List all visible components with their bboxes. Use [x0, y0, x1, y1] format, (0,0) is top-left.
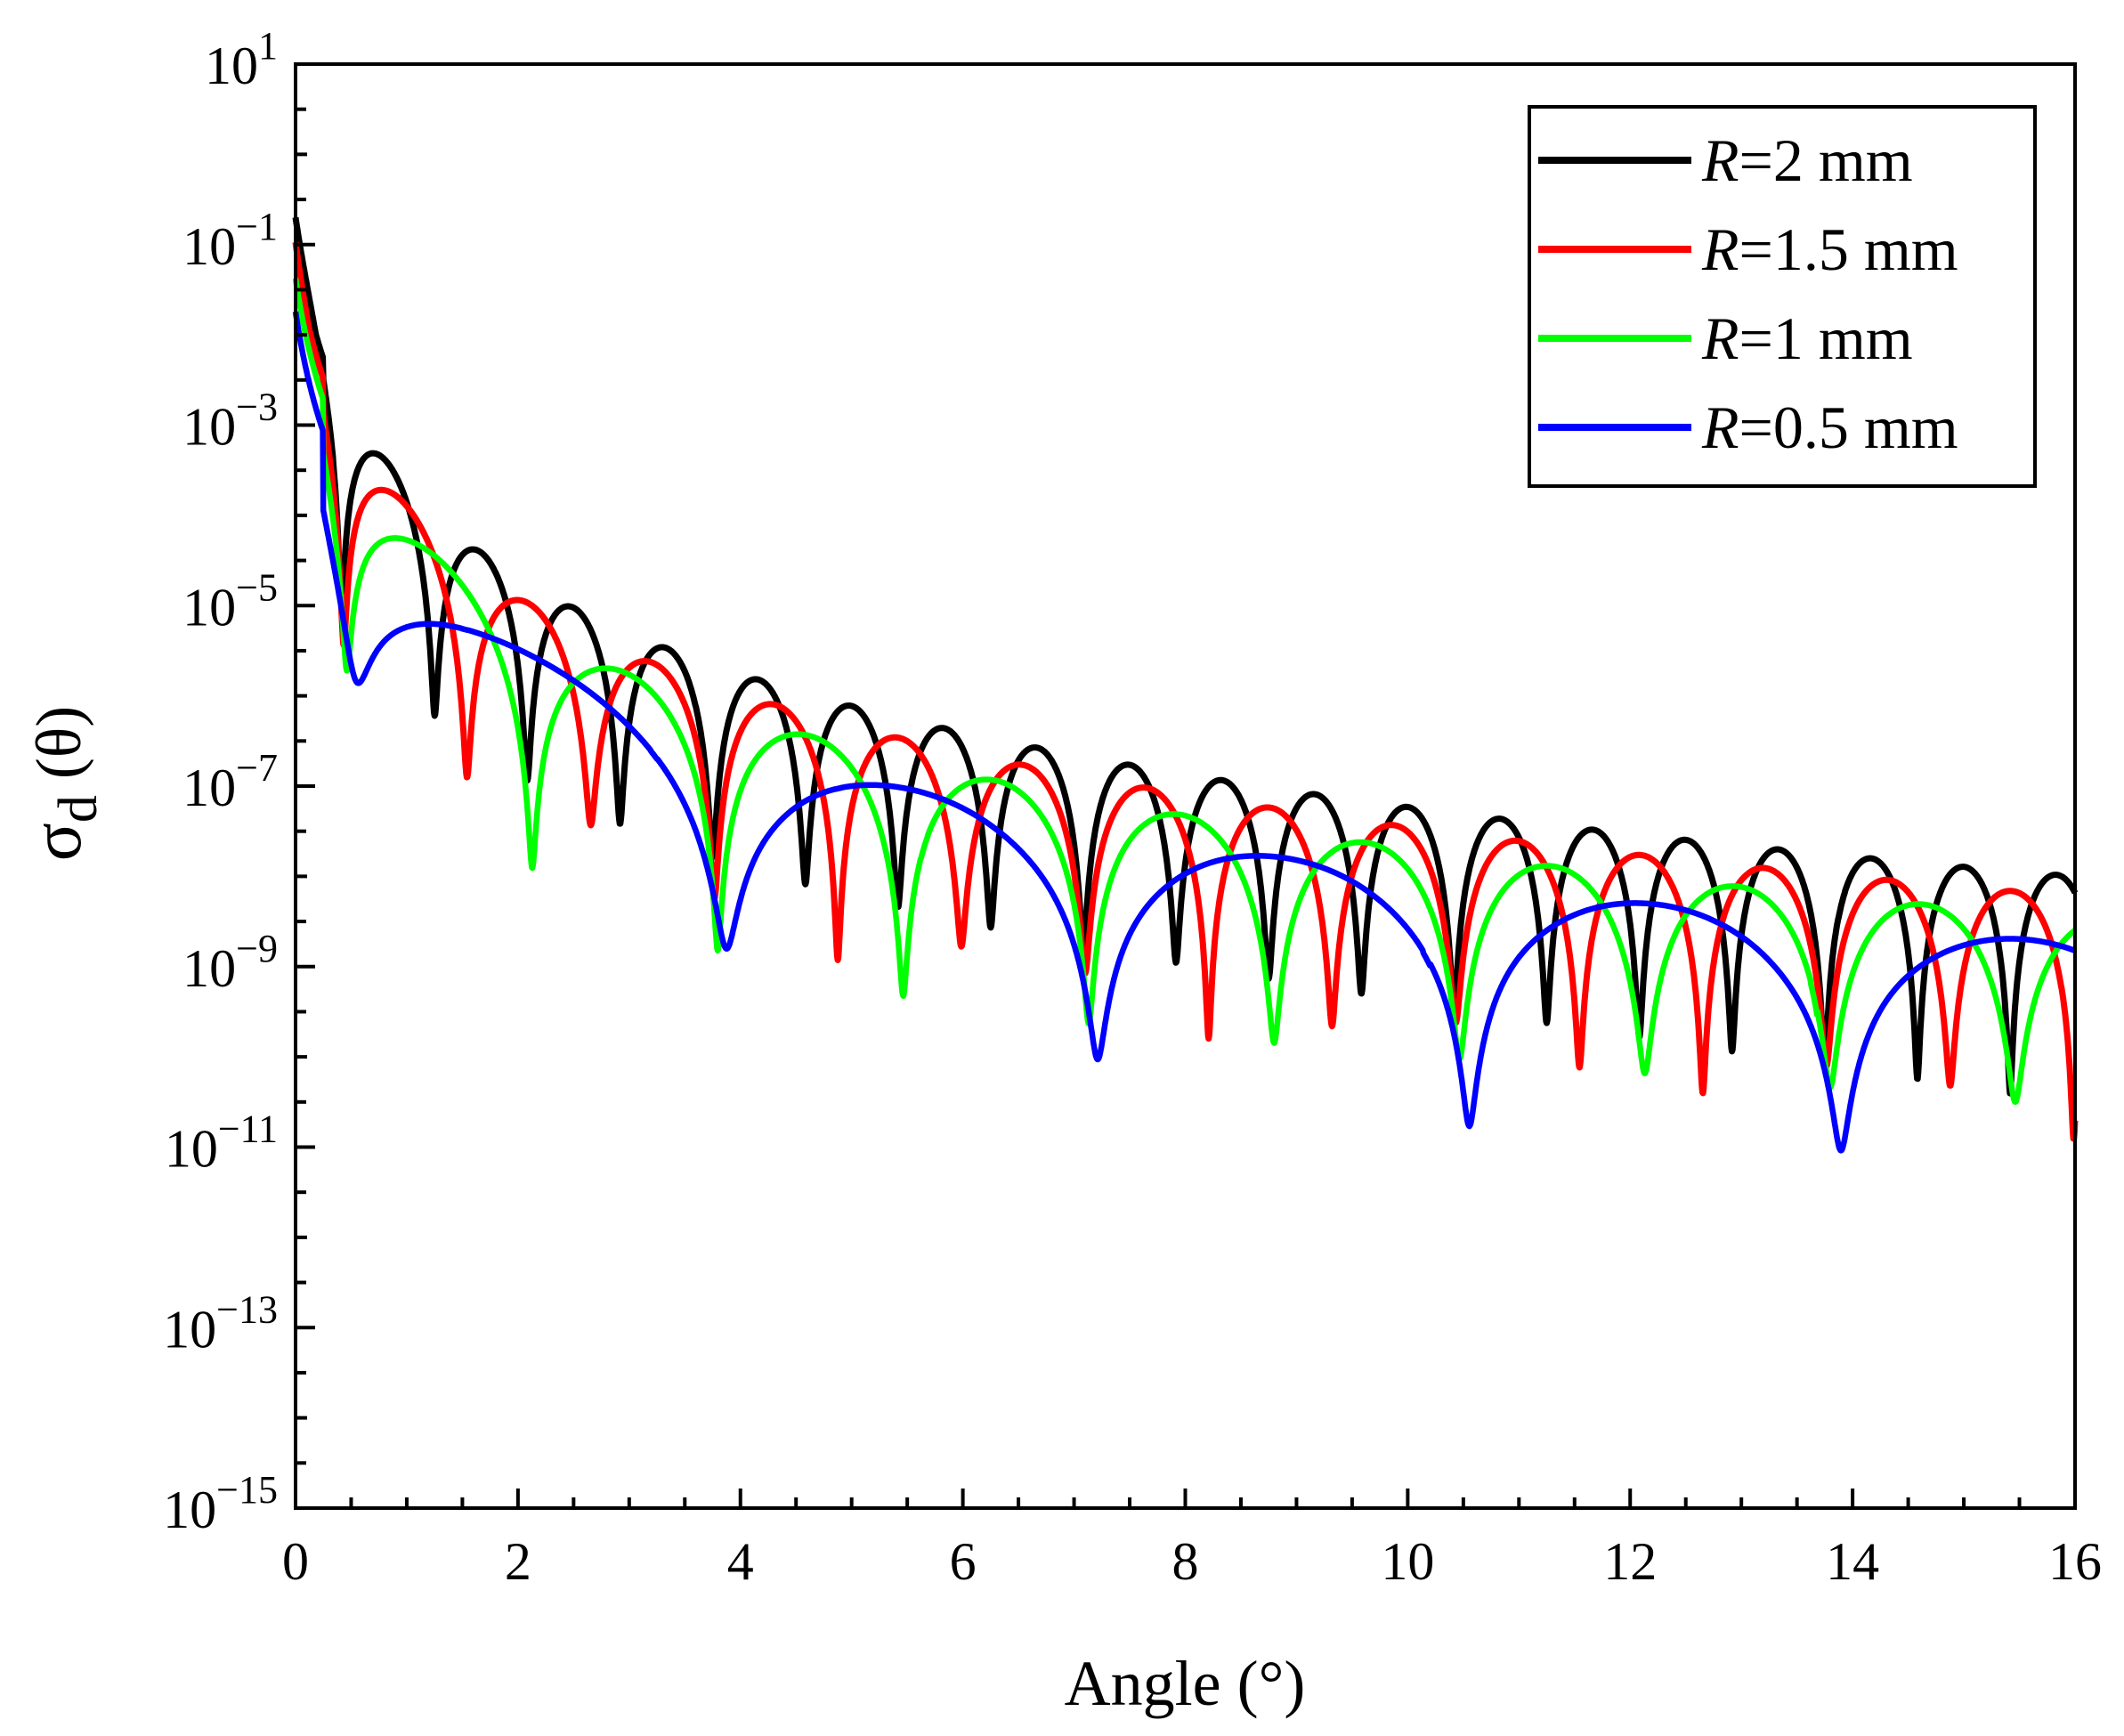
series-line-r-1-mm: [292, 278, 2078, 1106]
y-tick-label: 10−11: [165, 1107, 278, 1179]
ticks-layer: [294, 62, 2077, 1510]
y-tick-exponent: 1: [258, 24, 278, 68]
legend-label: R=0.5 mm: [1701, 393, 1958, 461]
y-axis-title: σd (θ): [18, 706, 109, 862]
legend-label-value: =1 mm: [1739, 304, 1913, 372]
y-axis-title-symbol: σ: [18, 823, 96, 861]
y-tick-exponent: −13: [216, 1287, 278, 1331]
y-tick-base: 10: [182, 398, 236, 457]
legend: R=2 mmR=1.5 mmR=1 mmR=0.5 mm: [1528, 105, 2037, 488]
x-tick-label: 2: [505, 1532, 531, 1591]
x-tick-label: 12: [1603, 1532, 1657, 1591]
y-tick-base: 10: [163, 1480, 216, 1539]
x-axis-title: Angle (°): [1065, 1648, 1306, 1719]
tick-labels-layer: 0 2 4 6 8 10 12 14 1610110−110−310−510−710−910−1…: [163, 24, 2102, 1591]
legend-label-value: =2 mm: [1739, 126, 1913, 194]
x-tick-label: 8: [1172, 1532, 1199, 1591]
legend-box: [1528, 105, 2037, 488]
y-axis-title-subscript: d: [48, 795, 109, 823]
y-tick-exponent: −7: [236, 746, 278, 790]
y-tick-label: 10−7: [182, 746, 278, 817]
legend-label: R=1 mm: [1701, 304, 1913, 372]
legend-label: R=1.5 mm: [1701, 215, 1958, 283]
y-axis-title-arg: (θ): [23, 706, 94, 779]
plot-frame: [294, 62, 2077, 1510]
y-tick-base: 10: [182, 939, 236, 998]
legend-label-variable: R: [1701, 215, 1739, 283]
legend-label: R=2 mm: [1701, 126, 1913, 194]
y-tick-label: 10−1: [182, 205, 278, 276]
y-tick-label: 10−9: [182, 927, 278, 998]
y-tick-label: 10−5: [182, 565, 278, 637]
legend-label-variable: R: [1701, 304, 1739, 372]
legend-label-variable: R: [1701, 393, 1739, 461]
y-tick-exponent: −9: [236, 927, 278, 970]
y-tick-exponent: −1: [236, 205, 278, 248]
series-line-r-1p5-mm: [292, 241, 2079, 1142]
y-tick-label: 10−13: [163, 1287, 278, 1359]
series-layer: [292, 216, 2079, 1154]
y-tick-base: 10: [163, 1300, 216, 1359]
y-tick-label: 10−3: [182, 385, 278, 457]
y-tick-exponent: −11: [218, 1107, 278, 1151]
y-tick-label: 10−15: [163, 1468, 278, 1539]
legend-entries: R=2 mmR=1.5 mmR=1 mmR=0.5 mm: [1538, 126, 1958, 461]
series-line-r-0p5-mm: [292, 311, 2078, 1154]
legend-label-variable: R: [1701, 126, 1739, 194]
y-tick-base: 10: [165, 1120, 218, 1179]
y-tick-base: 10: [205, 37, 258, 95]
y-tick-base: 10: [182, 217, 236, 276]
x-tick-label: 10: [1381, 1532, 1434, 1591]
x-tick-label: 6: [950, 1532, 977, 1591]
y-tick-exponent: −3: [236, 385, 278, 429]
x-tick-label: 4: [727, 1532, 754, 1591]
y-tick-label: 101: [205, 24, 278, 95]
y-tick-base: 10: [182, 758, 236, 817]
series-line-r-2-mm: [292, 216, 2079, 1097]
x-tick-label: 16: [2048, 1532, 2102, 1591]
x-tick-label: 0: [282, 1532, 309, 1591]
legend-label-value: =1.5 mm: [1739, 215, 1958, 283]
y-tick-exponent: −5: [236, 565, 278, 609]
y-tick-exponent: −15: [216, 1468, 278, 1512]
y-tick-base: 10: [182, 578, 236, 637]
legend-label-value: =0.5 mm: [1739, 393, 1958, 461]
x-tick-label: 14: [1826, 1532, 1879, 1591]
